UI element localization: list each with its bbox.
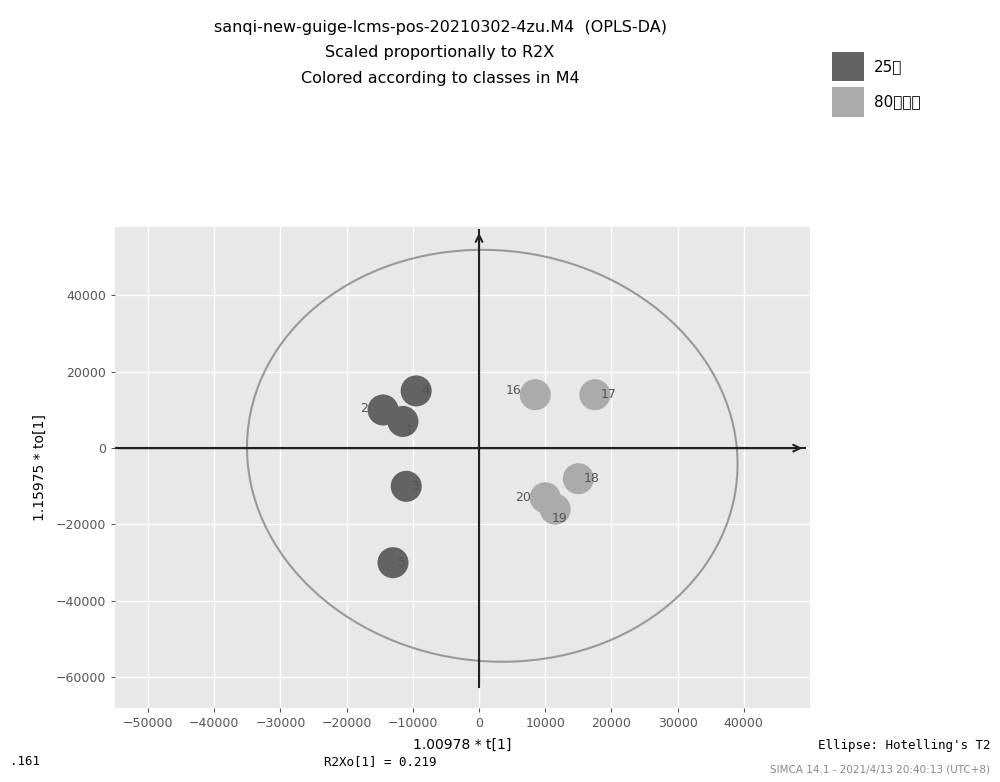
Point — [547, 503, 563, 515]
Text: 17: 17 — [600, 388, 616, 401]
Y-axis label: 1.15975 * to[1]: 1.15975 * to[1] — [33, 414, 47, 521]
Point — [527, 389, 543, 401]
Point — [408, 385, 424, 397]
Text: 18: 18 — [584, 472, 600, 485]
Text: 5: 5 — [398, 556, 406, 569]
Text: 1: 1 — [406, 425, 413, 437]
Point — [385, 557, 401, 569]
Text: sanqi-new-guige-lcms-pos-20210302-4zu.M4  (OPLS-DA): sanqi-new-guige-lcms-pos-20210302-4zu.M4… — [214, 20, 666, 34]
Text: Colored according to classes in M4: Colored according to classes in M4 — [301, 71, 579, 86]
Text: Ellipse: Hotelling's T2: Ellipse: Hotelling's T2 — [818, 739, 990, 752]
Text: 16: 16 — [506, 385, 521, 397]
Point — [570, 472, 586, 485]
Point — [537, 492, 553, 504]
X-axis label: 1.00978 * t[1]: 1.00978 * t[1] — [413, 738, 512, 752]
Text: R2Xo[1] = 0.219: R2Xo[1] = 0.219 — [324, 755, 436, 768]
Point — [587, 389, 603, 401]
Point — [375, 404, 391, 416]
Text: 20: 20 — [515, 491, 531, 504]
Text: SIMCA 14.1 - 2021/4/13 20:40:13 (UTC+8): SIMCA 14.1 - 2021/4/13 20:40:13 (UTC+8) — [770, 764, 990, 774]
Text: 3: 3 — [412, 480, 419, 493]
Text: 25头: 25头 — [874, 59, 902, 74]
Text: 19: 19 — [552, 512, 568, 526]
Point — [398, 480, 414, 493]
Text: .161: .161 — [10, 755, 40, 768]
Text: 80头以下: 80头以下 — [874, 94, 921, 109]
Text: Scaled proportionally to R2X: Scaled proportionally to R2X — [325, 45, 555, 60]
Text: 2: 2 — [360, 402, 368, 414]
Text: 4: 4 — [421, 385, 429, 397]
Point — [395, 415, 411, 428]
